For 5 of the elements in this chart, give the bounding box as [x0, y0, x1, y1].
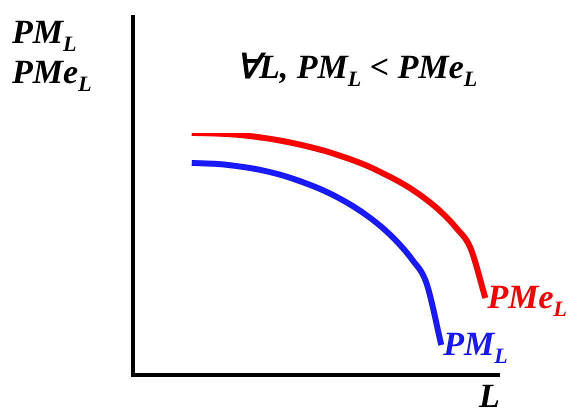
series-label: PM$_{L}$	[443, 326, 508, 368]
series-label: PMe$_{L}$	[487, 279, 567, 321]
y-axis-title: PM$_{L}$ PMe$_{L}$	[12, 14, 92, 96]
x-axis-title: L	[479, 378, 500, 414]
text: ∀L, PM$_{L}$ < PMe$_{L}$	[236, 49, 478, 91]
